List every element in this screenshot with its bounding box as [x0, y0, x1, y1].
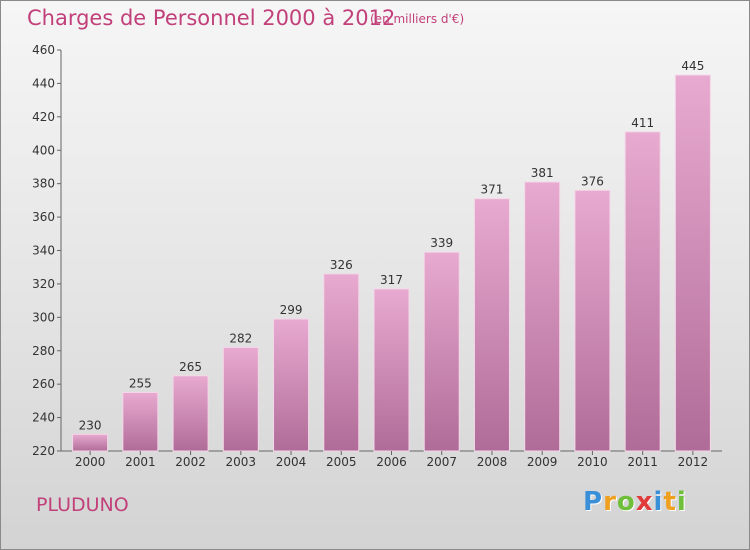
- y-tick-label: 300: [32, 310, 55, 324]
- x-tick-label: 2006: [376, 455, 407, 469]
- bar-value-label: 339: [430, 236, 453, 250]
- logo-letter: i: [653, 487, 664, 517]
- bar: [72, 433, 109, 452]
- x-tick-label: 2012: [678, 455, 709, 469]
- x-tick-label: 2008: [477, 455, 508, 469]
- y-tick-label: 420: [32, 110, 55, 124]
- bar: [624, 131, 661, 452]
- x-tick-label: 2001: [125, 455, 156, 469]
- x-tick-label: 2007: [426, 455, 457, 469]
- y-tick-label: 400: [32, 143, 55, 157]
- bar: [423, 251, 460, 452]
- bar-value-label: 282: [229, 331, 252, 345]
- bar-value-label: 381: [531, 166, 554, 180]
- bar: [323, 273, 360, 452]
- x-tick-label: 2004: [276, 455, 307, 469]
- x-tick-label: 2010: [577, 455, 608, 469]
- bar-value-label: 255: [129, 377, 152, 391]
- bar: [373, 288, 410, 452]
- y-tick-label: 280: [32, 344, 55, 358]
- chart-title: Charges de Personnel 2000 à 2012: [27, 6, 396, 30]
- bar-value-label: 230: [79, 418, 102, 432]
- logo-letter: r: [603, 487, 617, 517]
- bar-value-label: 371: [481, 183, 504, 197]
- bar: [524, 181, 561, 452]
- bar-value-label: 317: [380, 273, 403, 287]
- logo-letter: x: [635, 487, 654, 517]
- x-tick-label: 2003: [226, 455, 257, 469]
- bar-value-label: 376: [581, 174, 604, 188]
- bar: [222, 346, 259, 452]
- logo-letter: P: [583, 487, 604, 517]
- y-tick-label: 460: [32, 43, 55, 57]
- bar-value-label: 299: [280, 303, 303, 317]
- bar-value-label: 411: [631, 116, 654, 130]
- bar: [273, 318, 310, 452]
- logo-letter: o: [616, 487, 636, 517]
- y-tick-label: 320: [32, 277, 55, 291]
- x-tick-label: 2005: [326, 455, 357, 469]
- y-tick-label: 360: [32, 210, 55, 224]
- logo-letter: t: [663, 487, 677, 517]
- bar: [172, 375, 209, 452]
- y-tick-label: 240: [32, 411, 55, 425]
- y-tick-label: 220: [32, 444, 55, 458]
- bar-value-label: 326: [330, 258, 353, 272]
- bar: [122, 392, 159, 452]
- y-tick-label: 260: [32, 377, 55, 391]
- x-tick-label: 2002: [175, 455, 206, 469]
- bar-value-label: 445: [681, 59, 704, 73]
- chart-unit-note: (en milliers d'€): [370, 12, 465, 26]
- commune-name: PLUDUNO: [36, 494, 129, 516]
- x-tick-label: 2011: [627, 455, 658, 469]
- y-tick-label: 340: [32, 244, 55, 258]
- bar: [473, 198, 510, 452]
- y-tick-label: 380: [32, 177, 55, 191]
- bar: [674, 74, 711, 452]
- logo-letter: i: [676, 487, 687, 517]
- bar: [574, 189, 611, 452]
- x-tick-label: 2000: [75, 455, 106, 469]
- y-tick-label: 440: [32, 76, 55, 90]
- proxiti-logo[interactable]: Proxiti: [583, 487, 687, 517]
- bar-value-label: 265: [179, 360, 202, 374]
- x-tick-label: 2009: [527, 455, 558, 469]
